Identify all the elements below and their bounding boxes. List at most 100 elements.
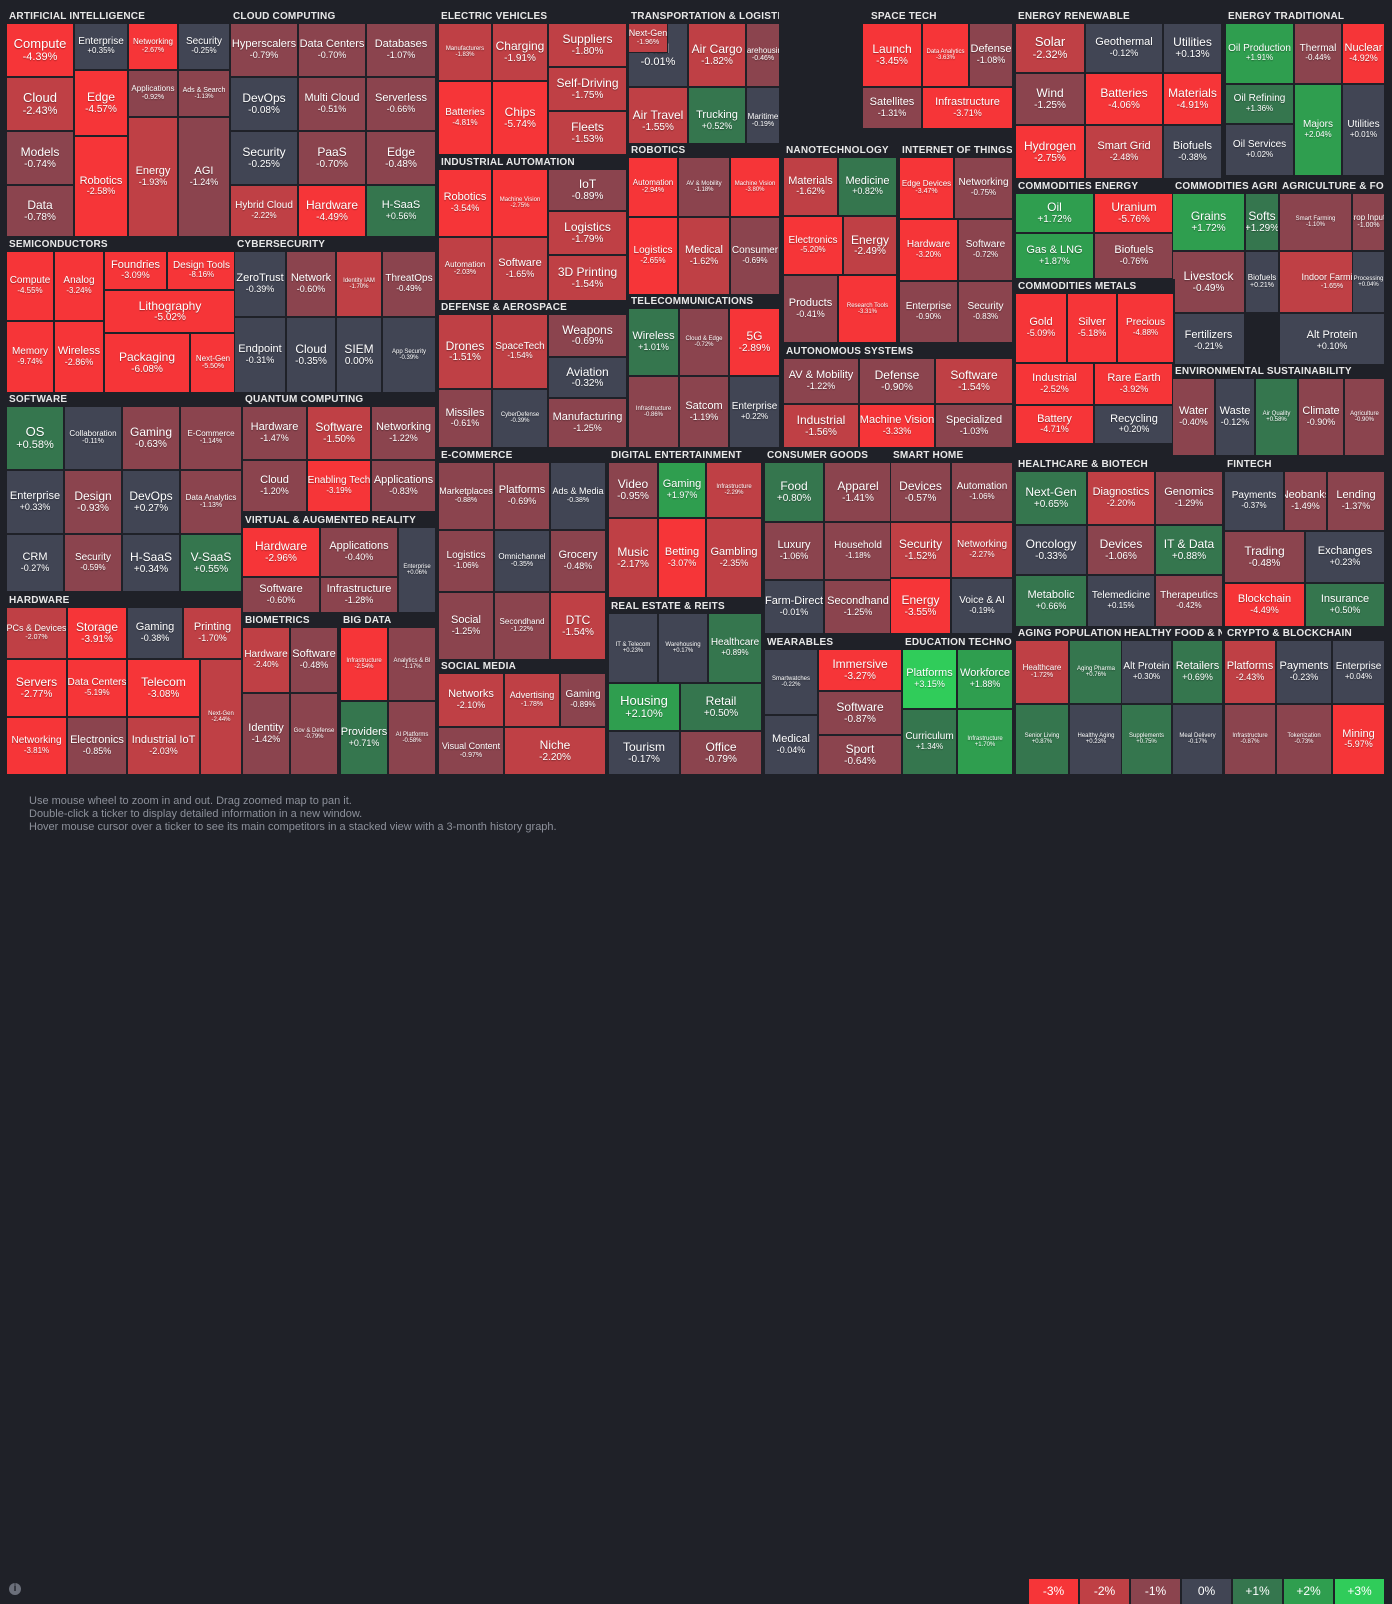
tile-platforms[interactable]: Platforms -2.43% [1224, 640, 1276, 704]
tile-network[interactable]: Network -0.60% [286, 251, 336, 317]
tile-wind[interactable]: Wind -1.25% [1015, 73, 1085, 125]
sector-title[interactable]: HEALTHCARE & BIOTECH [1018, 459, 1148, 470]
tile-telemedicine[interactable]: Telemedicine +0.15% [1087, 575, 1155, 627]
tile-sport[interactable]: Sport -0.64% [818, 735, 902, 775]
tile-defense[interactable]: Defense -0.90% [859, 358, 935, 404]
tile-therapeutics[interactable]: Therapeutics -0.42% [1155, 575, 1223, 627]
tile-data-analytics[interactable]: Data Analytics -3.63% [922, 23, 969, 87]
tile-infrastructure[interactable]: Infrastructure -2.54% [340, 627, 388, 701]
tile-foundries[interactable]: Foundries -3.09% [104, 251, 167, 290]
tile-logistics[interactable]: Logistics -1.79% [548, 211, 627, 255]
tile-next-gen[interactable]: Next-Gen +0.65% [1015, 471, 1087, 525]
tile-missiles[interactable]: Missiles -0.61% [438, 389, 492, 448]
tile-water[interactable]: Water -0.40% [1172, 378, 1215, 456]
tile-specialized[interactable]: Specialized -1.03% [935, 404, 1013, 448]
tile-software[interactable]: Software -1.50% [307, 406, 371, 460]
sector-title[interactable]: SOCIAL MEDIA [441, 661, 516, 672]
tile-software[interactable]: Software -0.72% [958, 219, 1013, 281]
tile-av-mobility[interactable]: AV & Mobility -1.18% [678, 157, 730, 217]
tile-smart-farming[interactable]: Smart Farming -1.10% [1279, 193, 1352, 251]
tile-machine-vision[interactable]: Machine Vision -3.33% [859, 404, 935, 448]
tile-products[interactable]: Products -0.41% [783, 275, 838, 343]
sector-title[interactable]: SPACE TECH [871, 11, 937, 22]
tile-metabolic[interactable]: Metabolic +0.66% [1015, 575, 1087, 627]
tile-oil-services[interactable]: Oil Services +0.02% [1225, 124, 1294, 176]
sector-title[interactable]: FINTECH [1227, 459, 1272, 470]
tile-omnichannel[interactable]: Omnichannel -0.35% [494, 530, 550, 592]
sector-title[interactable]: CRYPTO & BLOCKCHAIN [1227, 628, 1352, 639]
tile-threatops[interactable]: ThreatOps -0.49% [382, 251, 436, 317]
tile-v-saas[interactable]: V-SaaS +0.55% [180, 534, 242, 592]
tile-networking[interactable]: Networking -2.27% [951, 522, 1013, 578]
tile-software[interactable]: Software -0.48% [290, 627, 338, 693]
tile-gaming[interactable]: Gaming -0.38% [127, 607, 183, 659]
tile-precious[interactable]: Precious -4.88% [1117, 293, 1174, 363]
tile-endpoint[interactable]: Endpoint -0.31% [234, 317, 286, 393]
tile-healthcare[interactable]: Healthcare +0.89% [708, 613, 762, 683]
tile-grains[interactable]: Grains +1.72% [1172, 193, 1245, 251]
tile-providers[interactable]: Providers +0.71% [340, 701, 388, 775]
tile-agi[interactable]: AGI -1.24% [178, 117, 230, 237]
tile-cloud-edge[interactable]: Cloud & Edge -0.72% [679, 308, 729, 376]
tile-chips[interactable]: Chips -5.74% [492, 81, 548, 155]
tile-infrastructure[interactable]: Infrastructure -3.71% [922, 87, 1013, 129]
sector-title[interactable]: HEALTHY FOOD & N [1124, 628, 1222, 639]
tile-compute[interactable]: Compute -4.55% [6, 251, 54, 321]
sector-title[interactable]: REAL ESTATE & REITS [611, 601, 725, 612]
tile-silver[interactable]: Silver -5.18% [1067, 293, 1117, 363]
tile-satellites[interactable]: Satellites -1.31% [862, 87, 922, 129]
tile-marketplaces[interactable]: Marketplaces -0.88% [438, 462, 494, 530]
tile-oil-refining[interactable]: Oil Refining +1.36% [1225, 84, 1294, 124]
tile-software[interactable]: Software -0.60% [242, 577, 320, 613]
tile-industrial[interactable]: Industrial -1.56% [783, 404, 859, 448]
tile-packaging[interactable]: Packaging -6.08% [104, 333, 190, 393]
sector-title[interactable]: HARDWARE [9, 595, 70, 606]
sector-title[interactable]: SOFTWARE [9, 394, 68, 405]
tile-exchanges[interactable]: Exchanges +0.23% [1305, 531, 1385, 583]
tile-luxury[interactable]: Luxury -1.06% [764, 522, 824, 580]
tile-data-centers[interactable]: Data Centers -0.70% [298, 23, 366, 77]
tile-healthcare[interactable]: Healthcare -1.72% [1015, 640, 1069, 704]
tile-devops[interactable]: DevOps -0.08% [230, 77, 298, 131]
sector-title[interactable]: BIOMETRICS [245, 615, 310, 626]
tile-drones[interactable]: Drones -1.51% [438, 314, 492, 389]
tile-video[interactable]: Video -0.95% [608, 462, 658, 518]
tile-smart-grid[interactable]: Smart Grid -2.48% [1085, 125, 1163, 179]
tile-batteries[interactable]: Batteries -4.06% [1085, 73, 1163, 125]
tile-solar[interactable]: Solar -2.32% [1015, 23, 1085, 73]
tile-printing[interactable]: Printing -1.70% [183, 607, 242, 659]
tile-infrastructure[interactable]: Infrastructure -0.86% [628, 376, 679, 448]
tile-design[interactable]: Design -0.93% [64, 470, 122, 534]
tile-supplements[interactable]: Supplements +0.75% [1121, 704, 1172, 775]
sector-title[interactable]: TELECOMMUNICATIONS [631, 296, 754, 307]
tile-identity-iam[interactable]: Identity IAM -1.70% [336, 251, 382, 317]
sector-title[interactable]: DIGITAL ENTERTAINMENT [611, 450, 742, 461]
tile-wireless[interactable]: Wireless +1.01% [628, 308, 679, 376]
tile-gas-lng[interactable]: Gas & LNG +1.87% [1015, 233, 1094, 279]
tile-5g[interactable]: 5G -2.89% [729, 308, 780, 376]
tile-av-mobility[interactable]: AV & Mobility -1.22% [783, 358, 859, 404]
tile-manufacturers[interactable]: Manufacturers -1.83% [438, 23, 492, 81]
tile-housing[interactable]: Housing +2.10% [608, 683, 680, 731]
tile-tourism[interactable]: Tourism -0.17% [608, 731, 680, 775]
tile-next-gen[interactable]: Next-Gen -2.44% [200, 659, 242, 775]
tile-ads-search[interactable]: Ads & Search -1.13% [178, 70, 230, 117]
tile-ads-media[interactable]: Ads & Media -0.38% [550, 462, 606, 530]
tile-security[interactable]: Security -0.25% [178, 23, 230, 70]
tile-h-saas[interactable]: H-SaaS +0.34% [122, 534, 180, 592]
tile-cyberdefense[interactable]: CyberDefense -0.39% [492, 389, 548, 448]
tile-hardware[interactable]: Hardware -3.20% [899, 219, 958, 281]
tile-it-data[interactable]: IT & Data +0.88% [1155, 525, 1223, 575]
tile-siem[interactable]: SIEM 0.00% [336, 317, 382, 393]
tile-air-quality[interactable]: Air Quality +0.58% [1255, 378, 1298, 456]
sector-title[interactable]: AGING POPULATION [1018, 628, 1122, 639]
tile-oncology[interactable]: Oncology -0.33% [1015, 525, 1087, 575]
tile-smartwatches[interactable]: Smartwatches -0.22% [764, 649, 818, 715]
sector-title[interactable]: SMART HOME [893, 450, 964, 461]
tile-data-analytics[interactable]: Data Analytics -1.13% [180, 470, 242, 534]
tile-mining[interactable]: Mining -5.97% [1332, 704, 1385, 775]
tile-gaming[interactable]: Gaming -0.89% [560, 673, 606, 727]
tile-next-gen[interactable]: Next-Gen -5.50% [190, 333, 236, 393]
tile-nuclear[interactable]: Nuclear -4.92% [1342, 23, 1385, 84]
tile-machine-vision[interactable]: Machine Vision -3.80% [730, 157, 780, 217]
